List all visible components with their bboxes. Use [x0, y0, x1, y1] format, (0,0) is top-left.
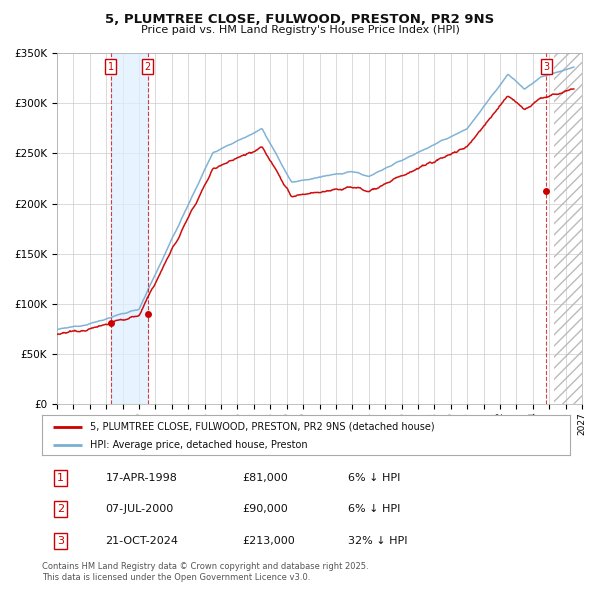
Text: 2: 2 — [57, 504, 64, 514]
Text: 1: 1 — [108, 62, 114, 72]
Text: 21-OCT-2024: 21-OCT-2024 — [106, 536, 178, 546]
Text: 17-APR-1998: 17-APR-1998 — [106, 473, 177, 483]
Text: Price paid vs. HM Land Registry's House Price Index (HPI): Price paid vs. HM Land Registry's House … — [140, 25, 460, 35]
Text: £213,000: £213,000 — [242, 536, 295, 546]
Text: HPI: Average price, detached house, Preston: HPI: Average price, detached house, Pres… — [89, 441, 307, 450]
Text: 3: 3 — [543, 62, 549, 72]
Text: 2: 2 — [145, 62, 151, 72]
Bar — [554, 53, 582, 404]
Text: £90,000: £90,000 — [242, 504, 289, 514]
Bar — [111, 53, 148, 404]
Text: 5, PLUMTREE CLOSE, FULWOOD, PRESTON, PR2 9NS: 5, PLUMTREE CLOSE, FULWOOD, PRESTON, PR2… — [106, 13, 494, 26]
Text: Contains HM Land Registry data © Crown copyright and database right 2025.
This d: Contains HM Land Registry data © Crown c… — [42, 562, 368, 582]
Text: 32% ↓ HPI: 32% ↓ HPI — [348, 536, 408, 546]
Text: £81,000: £81,000 — [242, 473, 289, 483]
Text: 1: 1 — [57, 473, 64, 483]
Text: 6% ↓ HPI: 6% ↓ HPI — [348, 473, 401, 483]
Text: 5, PLUMTREE CLOSE, FULWOOD, PRESTON, PR2 9NS (detached house): 5, PLUMTREE CLOSE, FULWOOD, PRESTON, PR2… — [89, 422, 434, 432]
Text: 6% ↓ HPI: 6% ↓ HPI — [348, 504, 401, 514]
Bar — [554, 53, 582, 404]
Text: 3: 3 — [57, 536, 64, 546]
Text: 07-JUL-2000: 07-JUL-2000 — [106, 504, 173, 514]
